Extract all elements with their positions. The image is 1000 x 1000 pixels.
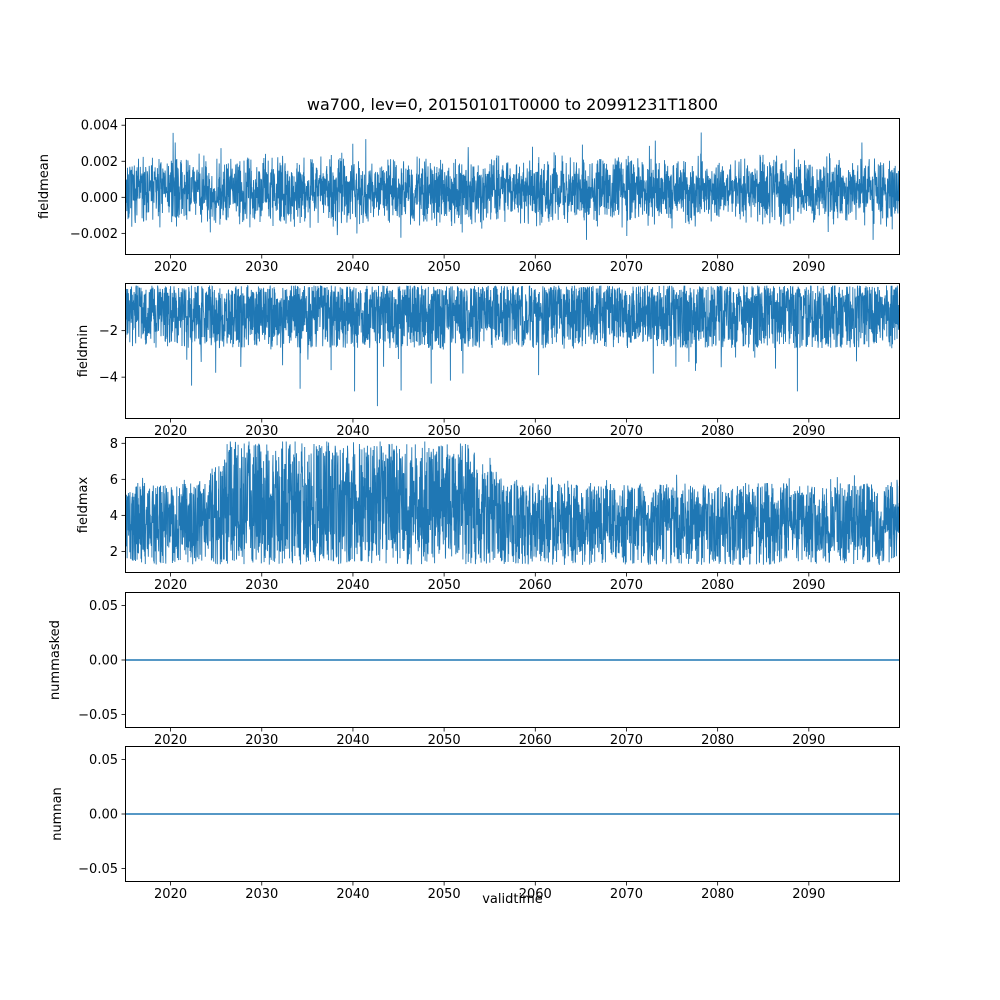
x-tick-label: 2020: [154, 260, 187, 275]
x-tick-label: 2080: [701, 424, 734, 439]
x-tick-label: 2060: [519, 733, 552, 748]
x-tick-label: 2040: [336, 887, 369, 902]
x-tick-label: 2050: [428, 733, 461, 748]
x-tick-label: 2070: [610, 733, 643, 748]
x-tick-label: 2070: [610, 578, 643, 593]
x-tick-label: 2090: [792, 424, 825, 439]
fieldmin-axes-frame: [125, 283, 900, 419]
x-tick-label: 2030: [245, 733, 278, 748]
figure-title: wa700, lev=0, 20150101T0000 to 20991231T…: [306, 95, 719, 114]
x-tick-label: 2060: [519, 578, 552, 593]
y-tick-label: 0.004: [81, 119, 118, 134]
fieldmean-plot-area: 2020 2030 2040 2050 2060 2070 2080 2090 −0.002 0.…: [37, 118, 900, 275]
x-tick-label: 2030: [245, 578, 278, 593]
numnan-plot-area: 2020 2030 2040 2050 2060 2070 2080 2090 −0.05 0.0…: [50, 746, 900, 902]
y-tick-label: −0.002: [70, 227, 118, 242]
x-tick-label: 2030: [245, 424, 278, 439]
y-tick-label: 4: [110, 509, 118, 524]
y-tick-label: 0.00: [89, 654, 118, 669]
x-tick-label: 2090: [792, 887, 825, 902]
x-tick-label: 2090: [792, 733, 825, 748]
x-tick-label: 2080: [701, 260, 734, 275]
x-tick-label: 2030: [245, 887, 278, 902]
numnan-axes-frame: [125, 746, 900, 882]
y-tick-label: 0.05: [89, 599, 118, 614]
x-tick-label: 2020: [154, 733, 187, 748]
y-tick-label: −2: [99, 324, 118, 339]
subplot-nummasked: 2020 2030 2040 2050 2060 2070 2080 2090 −0.05 0.0…: [48, 592, 900, 748]
nummasked-plot-area: 2020 2030 2040 2050 2060 2070 2080 2090 −0.05 0.0…: [48, 592, 900, 748]
x-axis-label: validtime: [482, 892, 543, 907]
subplot-numnan: 2020 2030 2040 2050 2060 2070 2080 2090 −0.05 0.0…: [50, 746, 900, 902]
x-tick-label: 2080: [701, 578, 734, 593]
fieldmax-plot-area: 2020 2030 2040 2050 2060 2070 2080 2090 2 4 6 8 fiel…: [76, 437, 900, 593]
x-tick-label: 2030: [245, 260, 278, 275]
x-tick-label: 2090: [792, 260, 825, 275]
y-tick-label: 0.000: [81, 191, 118, 206]
x-tick-label: 2080: [701, 733, 734, 748]
nummasked-y-axis-label: nummasked: [48, 620, 63, 700]
y-tick-label: −4: [99, 371, 118, 386]
x-tick-label: 2060: [519, 887, 552, 902]
x-tick-label: 2040: [336, 578, 369, 593]
x-tick-label: 2060: [519, 424, 552, 439]
subplot-fieldmean: 2020 2030 2040 2050 2060 2070 2080 2090 −0.002 0.…: [37, 118, 900, 275]
fieldmax-series-line: [125, 441, 900, 565]
y-tick-label: 2: [110, 545, 118, 560]
x-tick-label: 2050: [428, 578, 461, 593]
x-tick-label: 2070: [610, 887, 643, 902]
x-tick-label: 2070: [610, 260, 643, 275]
x-tick-label: 2020: [154, 424, 187, 439]
x-tick-label: 2050: [428, 260, 461, 275]
x-tick-label: 2050: [428, 887, 461, 902]
x-tick-label: 2060: [519, 260, 552, 275]
fieldmax-y-axis-label: fieldmax: [76, 477, 91, 534]
x-tick-label: 2040: [336, 733, 369, 748]
y-tick-label: 8: [110, 437, 118, 452]
y-tick-label: 0.00: [89, 808, 118, 823]
numnan-y-axis-label: numnan: [50, 787, 65, 841]
fieldmin-series-line: [125, 284, 900, 407]
fieldmin-plot-area: 2020 2030 2040 2050 2060 2070 2080 2090 −2 −4 fiel…: [76, 283, 900, 439]
fieldmean-y-axis-label: fieldmean: [37, 154, 52, 219]
x-tick-label: 2070: [610, 424, 643, 439]
nummasked-axes-frame: [125, 592, 900, 728]
x-tick-label: 2020: [154, 887, 187, 902]
x-tick-label: 2040: [336, 260, 369, 275]
fieldmax-axes-frame: [125, 437, 900, 573]
x-tick-label: 2080: [701, 887, 734, 902]
y-tick-label: 0.05: [89, 753, 118, 768]
subplot-fieldmin: 2020 2030 2040 2050 2060 2070 2080 2090 −2 −4 fiel…: [76, 283, 900, 439]
fieldmean-series-line: [125, 132, 900, 240]
y-tick-label: −0.05: [78, 708, 118, 723]
x-tick-label: 2020: [154, 578, 187, 593]
subplot-fieldmax: 2020 2030 2040 2050 2060 2070 2080 2090 2 4 6 8 fiel…: [76, 437, 900, 593]
x-tick-label: 2040: [336, 424, 369, 439]
y-tick-label: 6: [110, 473, 118, 488]
y-tick-label: −0.05: [78, 862, 118, 877]
fieldmin-y-axis-label: fieldmin: [76, 325, 91, 378]
y-tick-label: 0.002: [81, 155, 118, 170]
x-tick-label: 2090: [792, 578, 825, 593]
x-tick-label: 2050: [428, 424, 461, 439]
fieldmean-axes-frame: [125, 118, 900, 255]
